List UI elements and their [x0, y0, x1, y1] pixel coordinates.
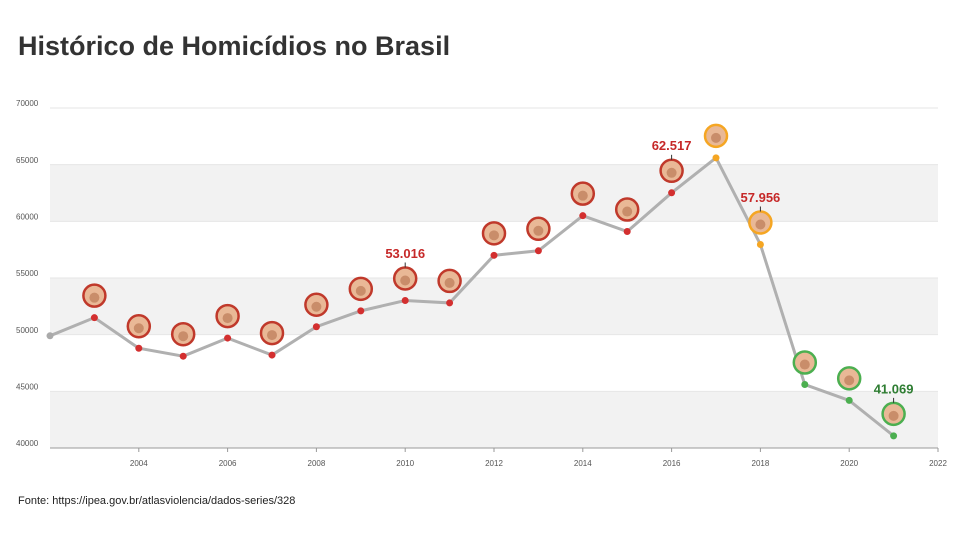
value-label: 41.069 [874, 381, 914, 396]
y-tick-label: 65000 [16, 156, 39, 165]
x-tick-label: 2018 [752, 459, 770, 468]
avatar-face [844, 375, 855, 386]
point [801, 381, 809, 389]
x-tick-label: 2014 [574, 459, 592, 468]
y-tick-label: 50000 [16, 326, 39, 335]
x-tick-label: 2004 [130, 459, 148, 468]
point [90, 314, 98, 322]
point [46, 332, 54, 340]
source: Fonte: https://ipea.gov.br/atlasviolenci… [18, 495, 295, 507]
avatar-face [577, 190, 588, 201]
y-tick-label: 55000 [16, 269, 39, 278]
grid-band [50, 164, 938, 222]
grid-band [50, 391, 938, 448]
point [268, 351, 276, 359]
avatar-face [622, 206, 633, 217]
value-label: 57.956 [741, 190, 781, 205]
y-tick-label: 45000 [16, 382, 39, 391]
point [756, 240, 764, 248]
avatar-face [355, 285, 366, 296]
point [623, 228, 631, 236]
point [357, 307, 365, 315]
avatar-face [133, 323, 144, 334]
x-tick-label: 2020 [840, 459, 858, 468]
avatar-face [533, 225, 544, 236]
point [890, 432, 898, 440]
point [312, 323, 320, 331]
chart-title: Histórico de Homicídios no Brasil [18, 31, 450, 61]
avatar-face [222, 313, 233, 324]
point [179, 352, 187, 360]
x-tick-label: 2022 [929, 459, 947, 468]
avatar-face [799, 359, 810, 370]
avatar-face [444, 277, 455, 288]
y-tick-label: 60000 [16, 212, 39, 221]
point [401, 296, 409, 304]
point [446, 299, 454, 307]
y-tick-label: 40000 [16, 439, 39, 448]
point [135, 344, 143, 352]
x-tick-label: 2006 [219, 459, 237, 468]
point [490, 251, 498, 259]
x-tick-label: 2016 [663, 459, 681, 468]
avatar-face [89, 292, 100, 303]
avatar-face [711, 132, 721, 143]
y-tick-label: 70000 [16, 99, 39, 108]
avatar-face [267, 330, 277, 341]
avatar-face [400, 275, 411, 286]
x-tick-label: 2008 [308, 459, 326, 468]
value-label: 53.016 [385, 246, 425, 261]
point [534, 247, 542, 255]
point [579, 212, 587, 220]
avatar-face [755, 219, 766, 230]
point [668, 189, 676, 197]
value-label: 62.517 [652, 138, 692, 153]
point [224, 334, 232, 342]
avatar-face [311, 301, 322, 312]
point [712, 154, 720, 162]
x-tick-label: 2010 [396, 459, 414, 468]
x-tick-label: 2012 [485, 459, 503, 468]
avatar-face [178, 331, 189, 342]
point [845, 396, 853, 404]
grid-band [50, 278, 938, 335]
avatar-face [666, 167, 677, 178]
avatar-face [888, 410, 899, 421]
avatar-face [489, 230, 499, 241]
